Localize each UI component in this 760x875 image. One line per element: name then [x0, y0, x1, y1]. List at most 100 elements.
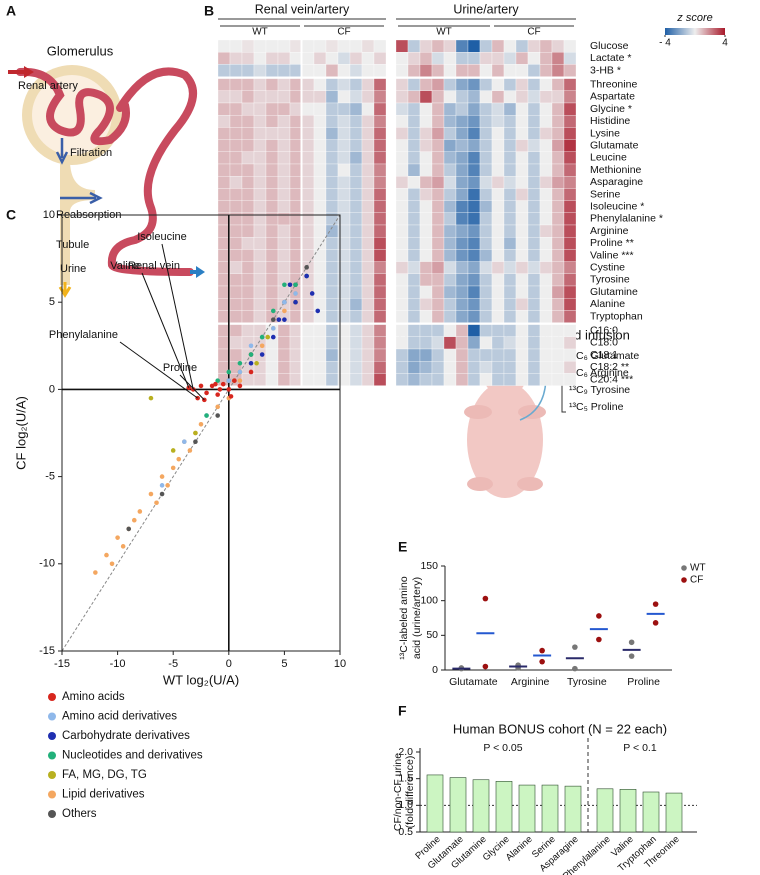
heat-cell: [503, 151, 517, 165]
heat-cell: [265, 361, 279, 374]
heat-cell: [551, 273, 565, 287]
kidney-diagram: [8, 65, 205, 298]
annotation: Isoleucine: [137, 231, 187, 243]
heat-cell: [431, 373, 445, 386]
heat-cell: [467, 64, 481, 77]
heat-cell: [563, 176, 577, 189]
heat-cell: [503, 249, 517, 262]
strip-point: [628, 639, 635, 646]
bar: [596, 788, 614, 833]
heat-cell: [349, 127, 363, 140]
heat-cell: [419, 188, 433, 201]
heat-cell: [503, 115, 517, 128]
scatter-point: [215, 413, 220, 418]
heat-cell: [229, 224, 243, 238]
heat-cell: [431, 237, 445, 250]
scatter-point: [193, 439, 198, 445]
heat-cell: [325, 90, 339, 104]
heat-cell: [455, 90, 469, 104]
heat-cell: [395, 90, 409, 104]
diagram-label: Glomerulus: [47, 43, 114, 58]
heat-cell: [431, 298, 445, 311]
row-label: C18:2 **: [590, 361, 629, 373]
heat-cell: [349, 188, 363, 201]
heat-cell: [515, 373, 529, 386]
heat-cell: [361, 163, 375, 177]
heat-cell: [373, 336, 387, 350]
heat-cell: [515, 310, 529, 323]
scatter-point: [248, 343, 254, 349]
heat-cell: [325, 249, 339, 262]
heat-cell: [289, 78, 303, 91]
heat-cell: [443, 212, 457, 226]
pig-leg: [467, 477, 493, 491]
heat-cell: [503, 102, 517, 116]
heat-cell: [407, 348, 421, 362]
heat-cell: [325, 348, 339, 362]
heat-cell: [563, 361, 577, 374]
heat-cell: [289, 361, 303, 374]
heat-cell: [563, 249, 577, 262]
heat-cell: [455, 200, 469, 213]
heat-cell: [539, 373, 553, 386]
heat-cell: [373, 139, 387, 152]
heat-cell: [301, 39, 315, 53]
heat-cell: [361, 261, 375, 274]
strip-point: [596, 636, 602, 643]
heat-cell: [443, 298, 457, 311]
heat-cell: [301, 64, 315, 77]
heat-cell: [455, 298, 469, 311]
heat-cell: [479, 90, 493, 104]
heat-cell: [563, 39, 577, 53]
heat-cell: [443, 90, 457, 104]
heat-cell: [551, 261, 565, 274]
tracer-label: ¹³C₉ Tyrosine: [569, 384, 630, 396]
heat-cell: [395, 200, 409, 213]
heat-cell: [443, 52, 457, 65]
heat-cell: [539, 52, 553, 65]
heat-cell: [253, 324, 267, 337]
heat-cell: [431, 102, 445, 116]
heat-cell: [407, 78, 421, 91]
heat-cell: [277, 373, 291, 386]
heat-cell: [563, 212, 577, 226]
strip-point: [539, 647, 545, 654]
heat-cell: [361, 273, 375, 287]
heat-cell: [551, 127, 565, 140]
heat-cell: [527, 188, 541, 201]
row-label: Asparagine: [590, 176, 643, 188]
heat-cell: [253, 176, 267, 189]
row-label: C20:4 ***: [590, 373, 633, 385]
heat-cell: [253, 298, 267, 311]
heat-cell: [419, 348, 433, 362]
scatter-point: [237, 369, 243, 375]
heat-cell: [443, 310, 457, 323]
colorbar-tick-label: 4: [722, 38, 728, 49]
heat-cell: [407, 200, 421, 213]
annotation: Valine: [110, 260, 140, 272]
heat-cell: [325, 64, 339, 77]
heat-cell: [527, 200, 541, 213]
heat-cell: [443, 78, 457, 91]
heat-cell: [229, 127, 243, 140]
heat-cell: [313, 176, 327, 189]
heat-cell: [527, 285, 541, 299]
heat-cell: [313, 78, 327, 91]
heat-cell: [407, 176, 421, 189]
heat-cell: [443, 224, 457, 238]
colorbar-title: z score: [676, 12, 712, 24]
heat-cell: [241, 176, 255, 189]
heat-cell: [301, 163, 315, 177]
heat-cell: [241, 273, 255, 287]
heat-cell: [419, 224, 433, 238]
row-label: Leucine: [590, 152, 627, 164]
heat-cell: [479, 151, 493, 165]
heat-cell: [563, 273, 577, 287]
row-label: Proline **: [590, 237, 634, 249]
heat-cell: [313, 115, 327, 128]
heat-cell: [361, 102, 375, 116]
heat-cell: [551, 188, 565, 201]
bar: [564, 785, 582, 833]
row-label: C18:0: [590, 337, 618, 349]
